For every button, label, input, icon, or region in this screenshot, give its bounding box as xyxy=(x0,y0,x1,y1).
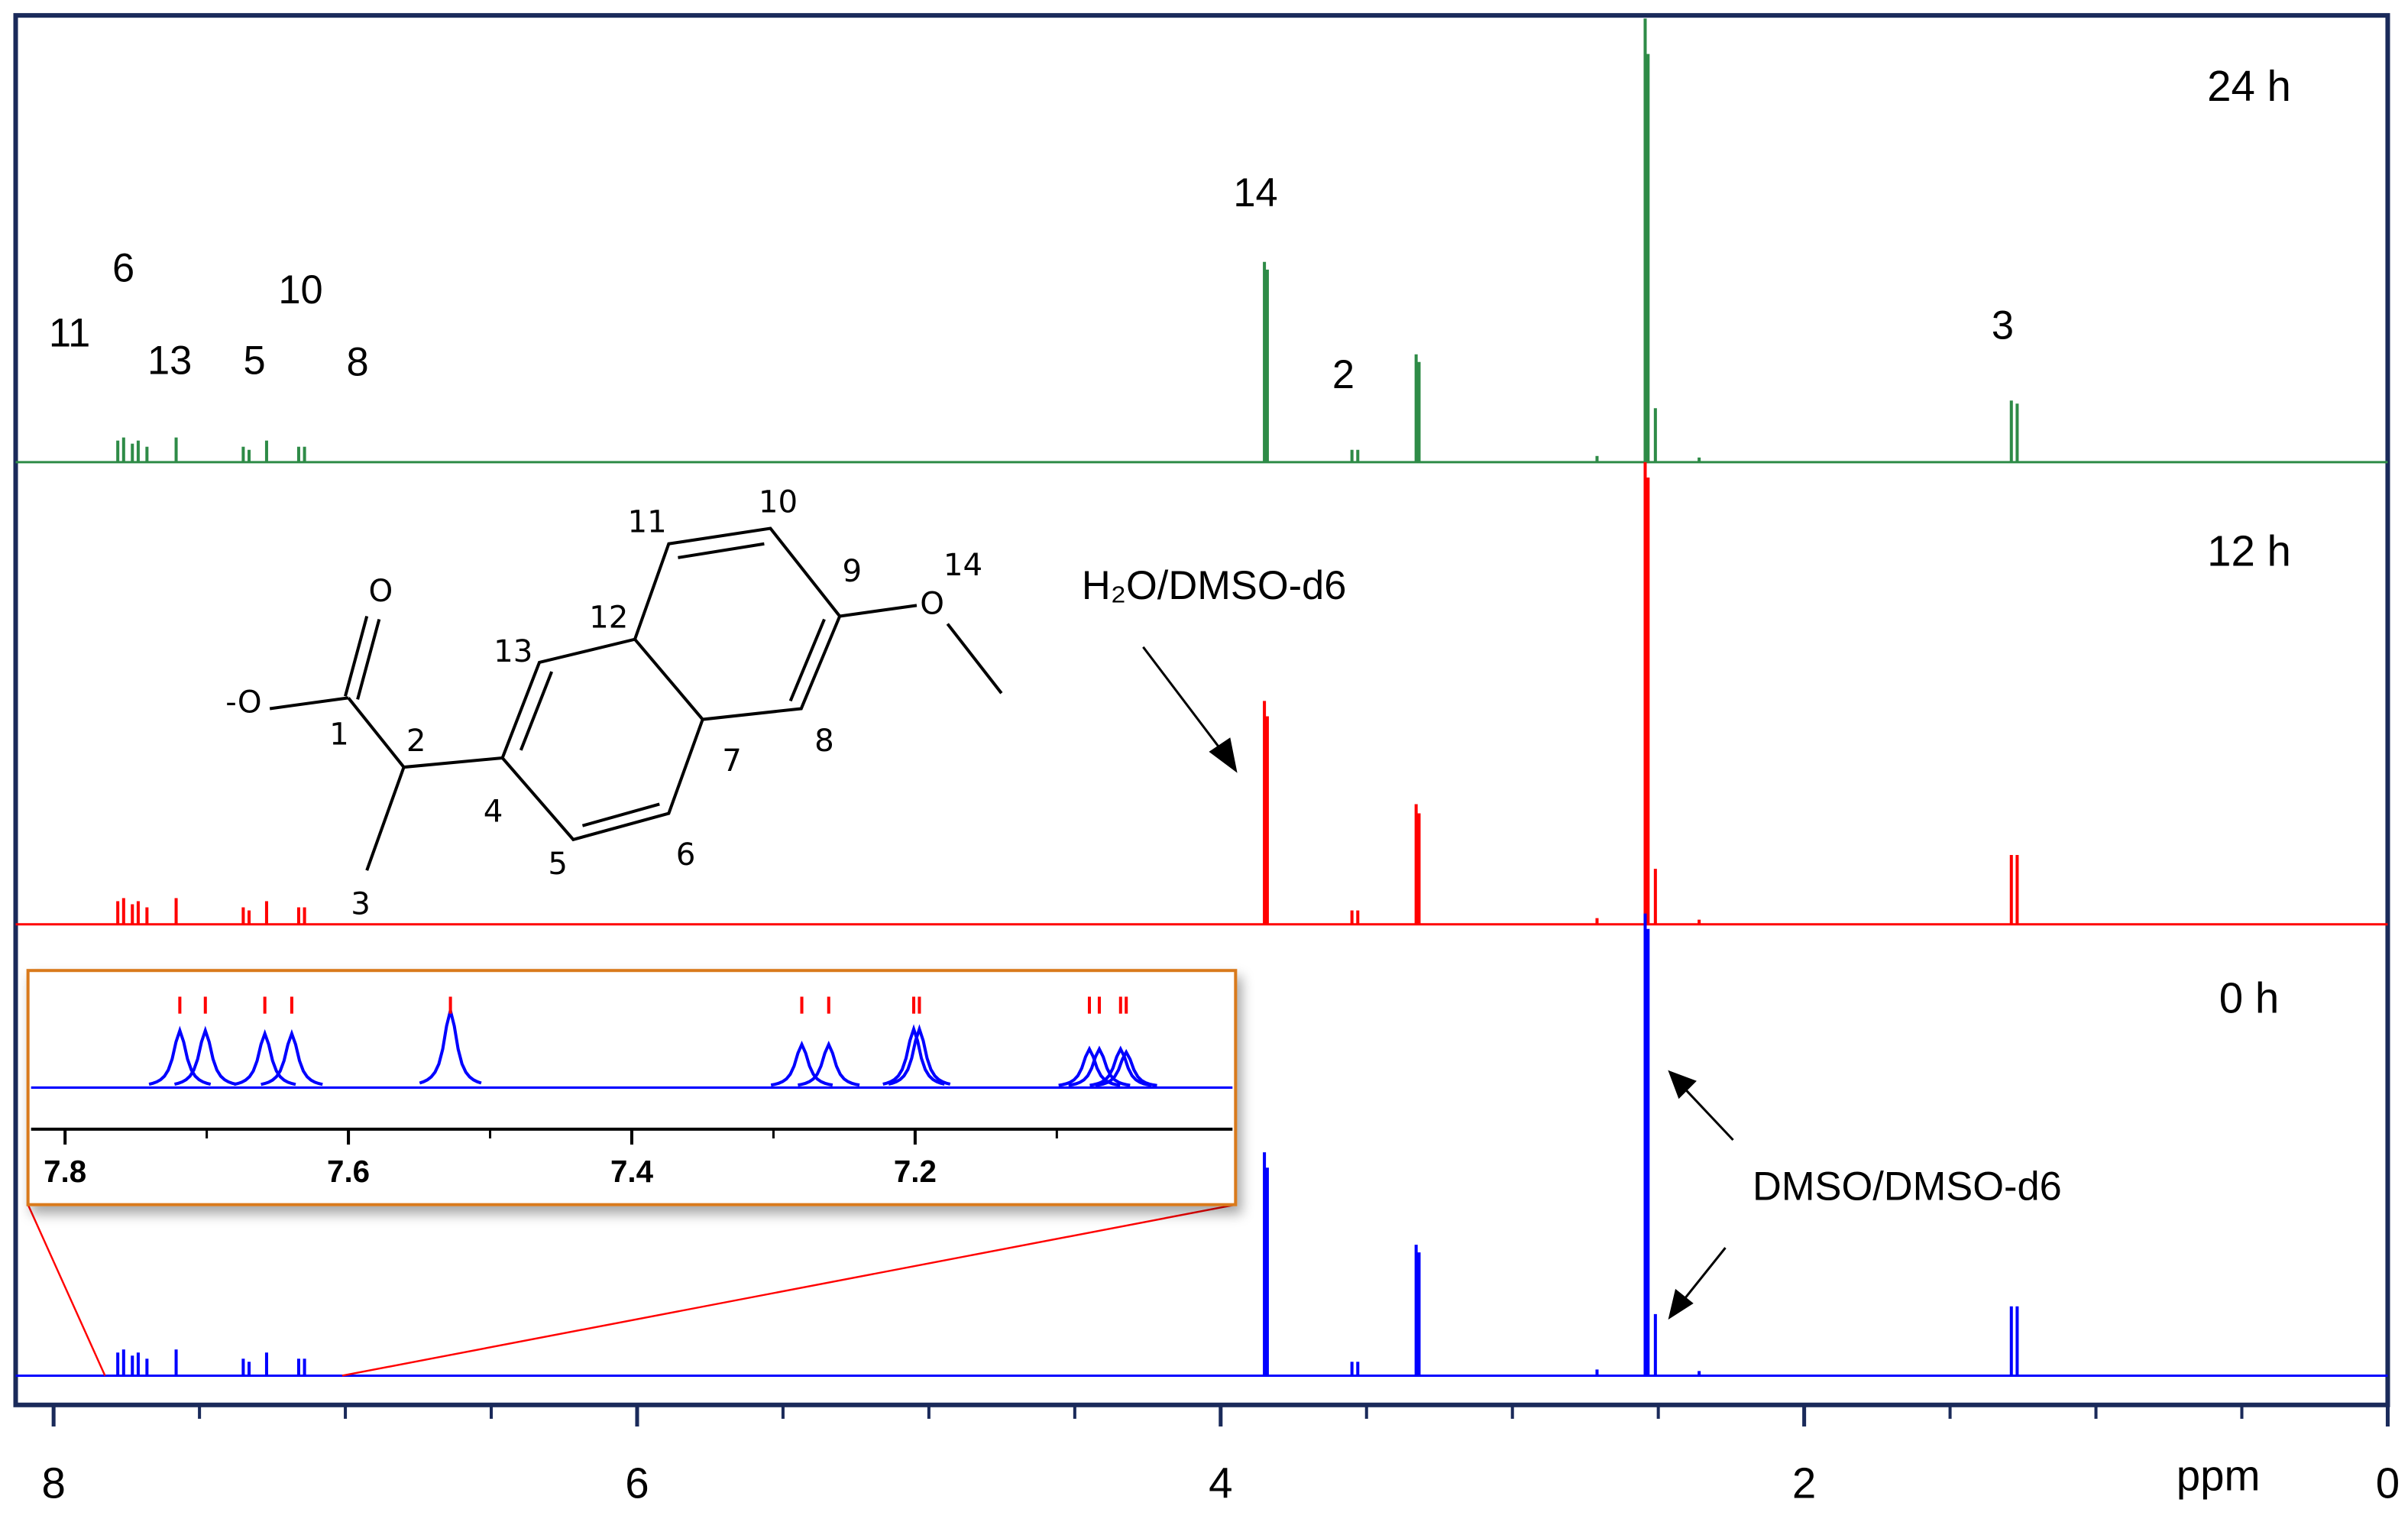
zoom-line xyxy=(27,1204,106,1376)
x-tick-label: 4 xyxy=(1209,1459,1232,1507)
atom-label: 2 xyxy=(406,723,426,759)
annotation: 3 xyxy=(1992,303,2014,348)
molecule xyxy=(269,526,1003,871)
peak xyxy=(770,1041,833,1087)
peak xyxy=(233,1028,296,1086)
x-tick-label: 8 xyxy=(41,1459,65,1507)
atom-label: 6 xyxy=(676,837,696,873)
annotation: 14 xyxy=(1233,171,1277,215)
atom-label: 4 xyxy=(484,794,503,830)
annotation: H₂O/DMSO-d6 xyxy=(1082,564,1346,608)
x-tick-label: 6 xyxy=(625,1459,649,1507)
atom-label: 1 xyxy=(329,717,349,753)
plot-frame xyxy=(13,13,2390,1407)
peak xyxy=(1089,1045,1152,1087)
peak xyxy=(888,1024,951,1086)
atom-label: 7 xyxy=(722,743,742,779)
x-axis-label: ppm xyxy=(2177,1451,2261,1499)
atom-label: 10 xyxy=(759,484,798,520)
peak xyxy=(148,1025,212,1086)
zoom-line xyxy=(341,1203,1236,1377)
series-label: 24 h xyxy=(2207,62,2291,110)
atom-label: 12 xyxy=(589,600,628,636)
atom-label: O xyxy=(920,585,944,621)
annotation: 5 xyxy=(243,339,265,384)
series-label: 0 h xyxy=(2219,973,2279,1022)
annotation: 2 xyxy=(1332,353,1354,397)
atom-label: 3 xyxy=(351,886,371,922)
annotation: 10 xyxy=(278,268,322,312)
annotation: 11 xyxy=(49,311,90,355)
x-tick-label: 7.4 xyxy=(610,1154,654,1189)
peak xyxy=(1095,1048,1157,1087)
series-label: 12 h xyxy=(2207,527,2291,575)
atom-label: 5 xyxy=(548,846,568,882)
x-tick-label: 7.6 xyxy=(327,1154,370,1189)
x-tick-label: 7.8 xyxy=(44,1154,86,1189)
annotation: DMSO/DMSO-d6 xyxy=(1753,1164,2062,1209)
annotation: 13 xyxy=(147,339,192,384)
x-tick-label: 0 xyxy=(2376,1459,2400,1507)
arrows xyxy=(1142,646,1734,1320)
atom-label: -O xyxy=(225,684,261,720)
atom-label: 8 xyxy=(814,723,834,759)
peak xyxy=(882,1024,945,1086)
x-tick-label: 2 xyxy=(1792,1459,1816,1507)
atom-label: 14 xyxy=(943,547,982,583)
peak xyxy=(261,1028,323,1086)
peak xyxy=(173,1025,237,1086)
atom-label: 13 xyxy=(494,633,532,669)
peak xyxy=(798,1041,860,1087)
atom-label: 11 xyxy=(627,504,666,540)
annotation: 6 xyxy=(112,247,134,291)
x-tick-label: 7.2 xyxy=(894,1154,937,1189)
annotation: 8 xyxy=(347,341,369,385)
atom-label: 9 xyxy=(842,553,862,589)
atom-label: O xyxy=(368,573,393,609)
peak xyxy=(1068,1045,1131,1087)
